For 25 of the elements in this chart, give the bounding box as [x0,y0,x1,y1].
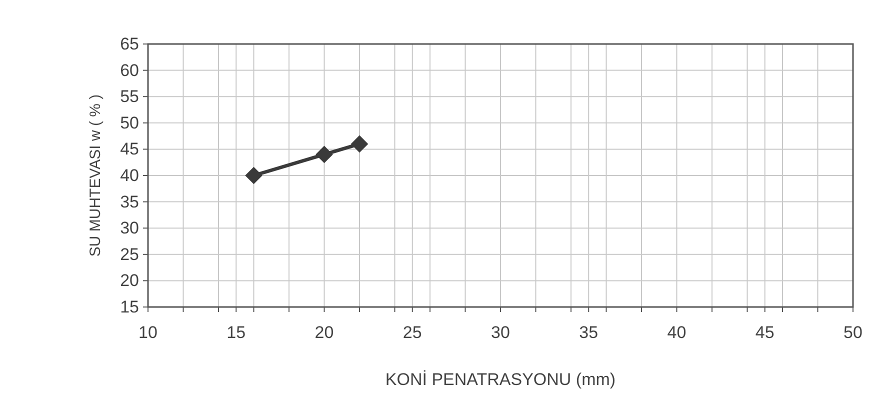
x-tick-label: 25 [402,323,422,342]
point [350,135,368,153]
y-tick-label: 40 [120,166,139,185]
y-tick-label: 45 [120,140,139,159]
y-tick-label: 25 [120,244,139,264]
point [245,166,262,184]
y-tick-label: 60 [120,60,139,80]
x-tick-label: 40 [667,323,686,342]
y-tick-label: 55 [120,87,139,106]
x-tick-label: 35 [579,323,598,342]
y-tick-label: 35 [120,192,139,212]
x-tick-label: 30 [491,323,510,342]
x-tick-label: 45 [755,323,774,342]
y-tick-label: 20 [120,271,139,290]
x-tick-label: 50 [844,323,862,342]
y-tick-label: 50 [120,113,139,132]
point [316,146,333,164]
x-tick-label: 20 [314,323,334,342]
x-tick-label: 10 [138,323,158,342]
y-tick-label: 65 [120,34,139,54]
y-tick-label: 30 [120,218,139,238]
x-tick-label: 15 [226,323,246,342]
y-axis-title: SU MUHTEVASI w ( % ) [87,94,104,257]
x-axis-title: KONİ PENATRASYONU (mm) [385,370,616,389]
y-tick-label: 15 [120,297,139,316]
